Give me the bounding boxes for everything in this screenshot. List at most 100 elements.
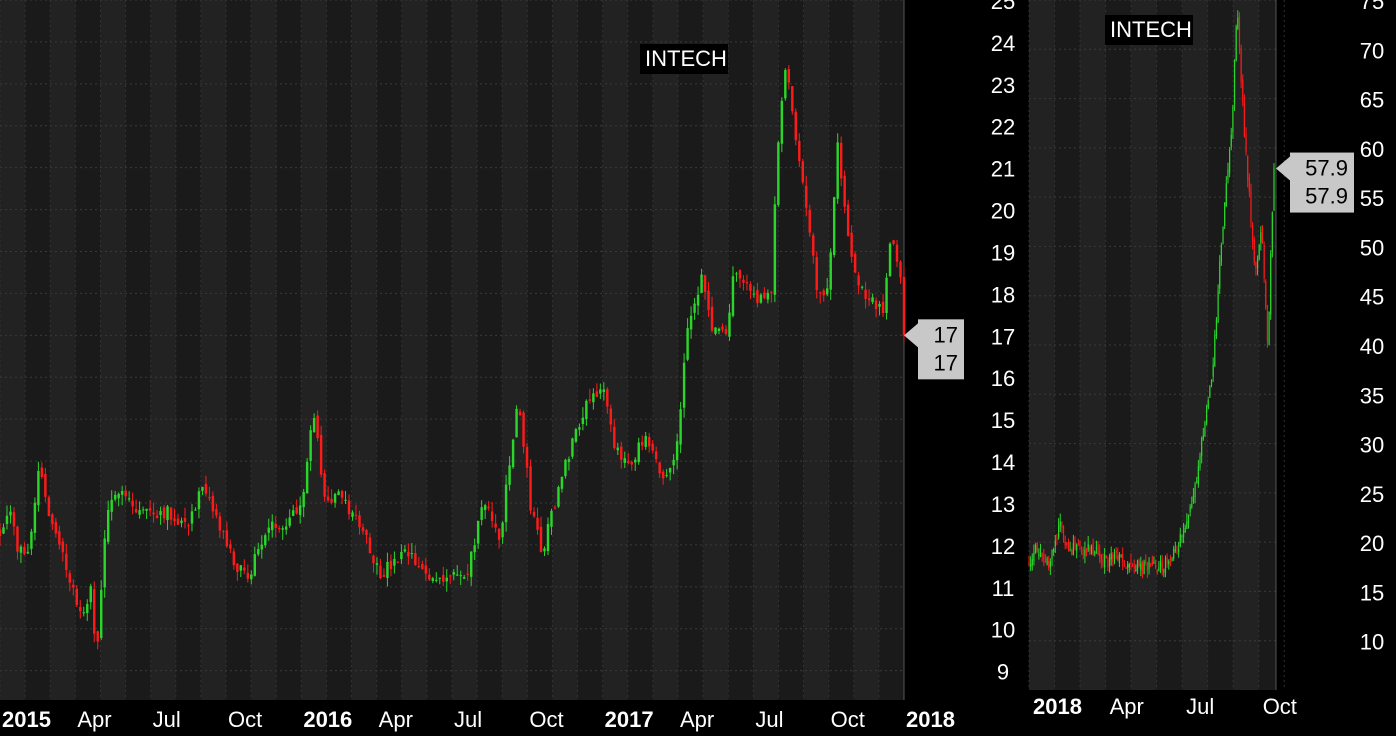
candle — [738, 269, 742, 288]
candle-body — [375, 563, 379, 565]
candle — [340, 489, 344, 505]
candle — [421, 560, 424, 570]
candle-body — [330, 498, 333, 503]
candle-body — [1235, 26, 1237, 61]
candle — [1258, 243, 1260, 261]
price-tag-pointer — [1276, 156, 1290, 181]
candle — [347, 494, 351, 520]
candle — [1044, 554, 1047, 563]
candle — [1104, 548, 1106, 574]
candle — [518, 408, 522, 417]
candle — [860, 285, 864, 290]
candle-body — [819, 292, 822, 294]
candle-body — [1233, 60, 1236, 105]
candle-body — [1034, 545, 1037, 553]
candle — [815, 251, 818, 299]
candle-body — [745, 282, 749, 284]
candle-body — [1210, 379, 1213, 386]
x-tick-label: Jul — [1186, 694, 1214, 719]
candle-body — [637, 442, 640, 463]
candle — [1171, 556, 1173, 562]
candle-body — [888, 243, 892, 277]
candle — [1192, 487, 1195, 504]
candle-body — [456, 574, 459, 576]
candle — [1197, 459, 1199, 488]
candle — [1194, 481, 1196, 504]
candle-body — [1030, 564, 1032, 567]
candle — [54, 517, 58, 538]
candle — [735, 271, 738, 282]
candle — [1041, 552, 1043, 562]
candle — [274, 516, 277, 538]
candle-body — [58, 531, 61, 545]
candle — [1131, 562, 1134, 568]
candle — [1102, 553, 1104, 568]
candle — [211, 491, 215, 519]
candle — [623, 451, 626, 469]
candle — [291, 504, 295, 517]
candle — [899, 260, 902, 284]
candle-body — [1067, 543, 1070, 551]
candle — [864, 281, 867, 309]
candle-body — [1258, 245, 1260, 260]
candle-body — [812, 235, 815, 256]
candle-body — [1186, 521, 1188, 529]
candle-body — [686, 328, 689, 360]
candle-body — [1100, 555, 1102, 563]
candle — [103, 530, 106, 598]
candle-body — [550, 510, 553, 527]
candle-body — [68, 573, 72, 583]
candle — [1161, 554, 1163, 576]
y-tick-label: 13 — [991, 492, 1015, 517]
candle — [1268, 311, 1270, 346]
candle-body — [1178, 549, 1180, 552]
candle-body — [271, 521, 274, 531]
candle — [1136, 559, 1139, 575]
candle-body — [333, 493, 337, 503]
candle — [843, 170, 846, 214]
candle — [490, 502, 494, 528]
candle — [742, 275, 745, 291]
candle — [58, 525, 61, 550]
candle — [878, 301, 881, 316]
candle — [522, 410, 525, 454]
candle-body — [424, 565, 428, 574]
candle — [487, 500, 490, 511]
candle — [1082, 546, 1084, 560]
candle-body — [675, 441, 679, 461]
candle — [82, 606, 85, 617]
candle — [1252, 222, 1254, 250]
candle-body — [82, 612, 85, 614]
candle-body — [1268, 311, 1270, 345]
candle — [260, 535, 263, 559]
candle-body — [298, 505, 302, 515]
candle — [1143, 559, 1145, 575]
candle-body — [428, 574, 431, 580]
candle — [1163, 568, 1165, 578]
candle — [298, 496, 302, 524]
candle-body — [152, 512, 155, 515]
candle-body — [1169, 559, 1172, 561]
candle-body — [12, 512, 16, 527]
candle — [672, 454, 675, 475]
title-background — [640, 44, 728, 74]
candle — [1186, 513, 1188, 530]
x-tick-label: Apr — [379, 707, 413, 732]
candle — [1034, 543, 1037, 554]
candle — [585, 399, 588, 426]
candle — [1196, 476, 1198, 484]
x-tick-label: 2017 — [605, 707, 654, 732]
y-tick-label: 10 — [991, 618, 1015, 643]
candle-body — [1245, 134, 1247, 153]
candle — [1133, 559, 1135, 574]
candle — [819, 291, 822, 304]
y-tick-label: 25 — [1360, 482, 1384, 507]
x-tick-label: Jul — [454, 707, 482, 732]
candle — [1090, 544, 1093, 555]
candle — [1229, 146, 1231, 178]
candle-body — [1270, 253, 1272, 315]
candle-body — [504, 484, 508, 523]
candle — [763, 287, 766, 300]
candle-body — [644, 435, 647, 447]
candle — [1222, 226, 1224, 245]
